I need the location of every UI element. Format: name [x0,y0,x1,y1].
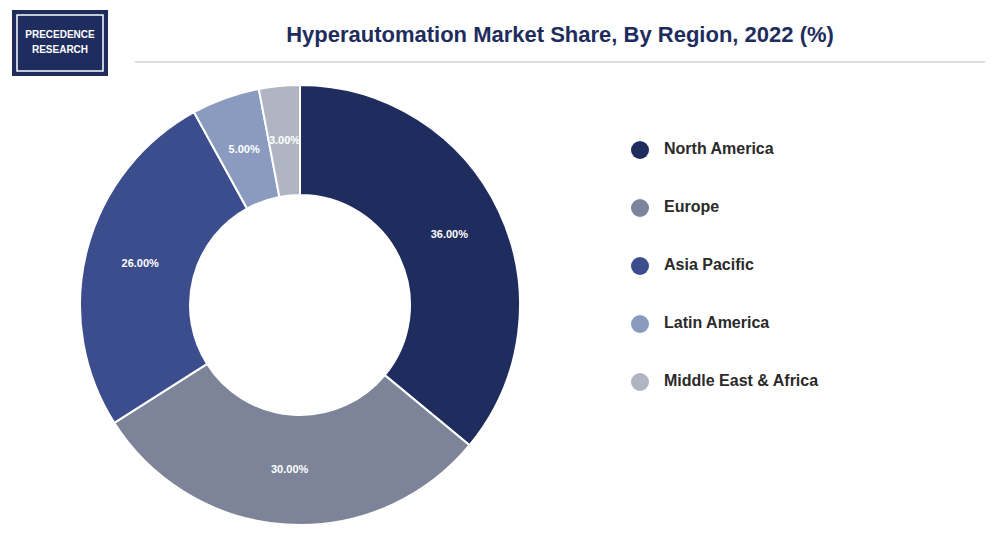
legend-swatch [631,315,649,333]
title: Hyperautomation Market Share, By Region,… [286,22,834,47]
slice [300,85,520,445]
legend-item: North America [631,140,774,159]
legend-item: Asia Pacific [631,256,754,275]
legend-label: Asia Pacific [664,256,754,273]
legend-label: Latin America [664,314,769,331]
annotation: RESEARCH [32,44,88,55]
legend-item: Latin America [631,314,769,333]
legend-swatch [631,373,649,391]
separator [135,62,985,63]
data-label: 5.00% [229,143,260,155]
legend-swatch [631,257,649,275]
donut: 36.00% 30.00% 26.00% 5.00% 3.00% [80,85,520,525]
data-label: 3.00% [269,134,300,146]
legend-swatch [631,141,649,159]
logo-box [12,10,108,76]
data-label: 36.00% [431,228,469,240]
slice [259,85,300,197]
legend-swatch [631,199,649,217]
data-label: 30.00% [271,463,309,475]
annotation: PRECEDENCE [25,29,95,40]
legend-item: Middle East & Africa [631,372,818,391]
logo: PRECEDENCE RESEARCH [12,10,108,76]
legend-label: Europe [664,198,719,215]
logo-border [17,15,103,71]
legend: North America Europe Asia Pacific Latin Ame… [631,140,818,391]
legend-label: North America [664,140,774,157]
chart: PRECEDENCE RESEARCH Hyperautomation Market… [0,0,1000,542]
data-label: 26.00% [122,257,160,269]
legend-item: Europe [631,198,719,217]
legend-label: Middle East & Africa [664,372,818,389]
